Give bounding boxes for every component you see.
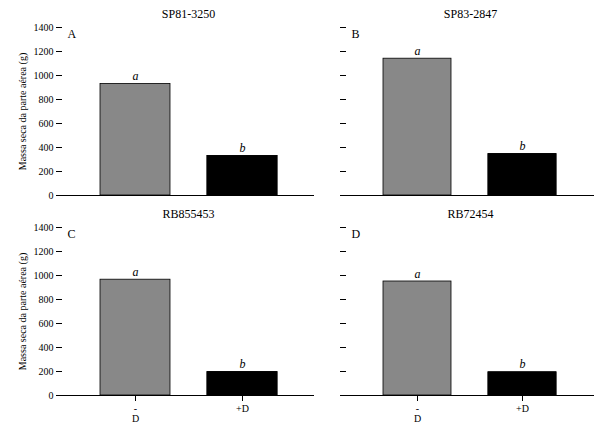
svg-text:a: a <box>415 267 421 281</box>
svg-text:-D: -D <box>132 403 139 424</box>
svg-text:+D: +D <box>236 403 249 414</box>
svg-text:+D: +D <box>516 403 529 414</box>
svg-text:1000: 1000 <box>34 270 54 281</box>
svg-text:b: b <box>240 357 246 371</box>
svg-text:a: a <box>133 265 139 279</box>
svg-text:600: 600 <box>39 318 54 329</box>
svg-text:Massa seca da parte aérea (g): Massa seca da parte aérea (g) <box>17 53 29 170</box>
svg-text:b: b <box>520 357 526 371</box>
svg-text:RB72454: RB72454 <box>447 207 493 221</box>
svg-text:-D: -D <box>414 403 421 424</box>
svg-text:a: a <box>133 69 139 83</box>
svg-text:600: 600 <box>39 118 54 129</box>
svg-text:C: C <box>68 227 76 241</box>
svg-text:SP81-3250: SP81-3250 <box>162 7 215 21</box>
svg-text:1200: 1200 <box>34 246 54 257</box>
svg-text:a: a <box>415 44 421 58</box>
svg-text:0: 0 <box>49 390 54 401</box>
svg-text:1400: 1400 <box>34 222 54 233</box>
svg-text:200: 200 <box>39 166 54 177</box>
svg-text:1000: 1000 <box>34 70 54 81</box>
svg-text:B: B <box>352 27 360 41</box>
svg-text:RB855453: RB855453 <box>162 207 214 221</box>
svg-text:D: D <box>352 227 361 241</box>
svg-text:400: 400 <box>39 342 54 353</box>
svg-text:800: 800 <box>39 94 54 105</box>
svg-text:1400: 1400 <box>34 22 54 33</box>
svg-text:1200: 1200 <box>34 46 54 57</box>
svg-text:0: 0 <box>49 190 54 201</box>
svg-text:A: A <box>68 27 77 41</box>
svg-text:b: b <box>520 139 526 153</box>
svg-text:800: 800 <box>39 294 54 305</box>
svg-text:400: 400 <box>39 142 54 153</box>
svg-text:200: 200 <box>39 366 54 377</box>
svg-text:Massa seca da parte aérea (g): Massa seca da parte aérea (g) <box>17 253 29 370</box>
svg-text:b: b <box>240 141 246 155</box>
svg-text:SP83-2847: SP83-2847 <box>444 7 497 21</box>
